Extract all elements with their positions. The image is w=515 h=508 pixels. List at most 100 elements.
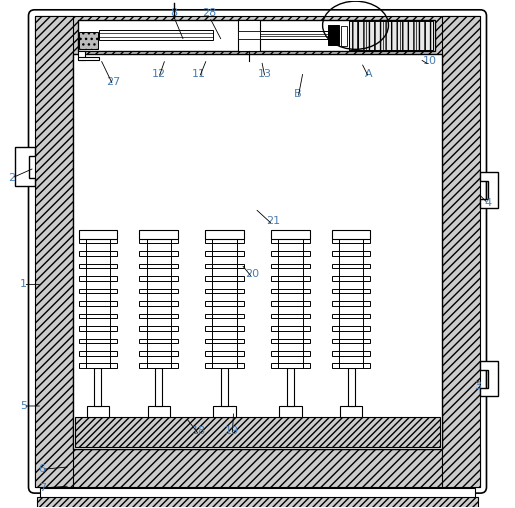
Polygon shape [480,173,498,208]
Bar [332,239,370,243]
Bar [79,363,117,368]
Bar [79,230,117,239]
Bar [271,239,310,243]
Bar [79,276,117,281]
FancyBboxPatch shape [28,10,487,493]
Bar [340,406,363,417]
Bar [79,326,117,331]
Bar [73,54,442,449]
Bar [79,289,117,293]
Bar [271,326,310,331]
Bar [205,239,244,243]
Text: 6: 6 [39,464,46,474]
Bar [79,313,117,318]
Text: 4: 4 [485,198,492,208]
Text: 20: 20 [245,269,260,279]
Bar [213,406,236,417]
Bar [99,30,213,41]
Bar [287,368,294,406]
Polygon shape [15,147,35,186]
Bar [271,363,310,368]
Bar [37,497,478,508]
Bar [205,313,244,318]
Bar [35,449,480,487]
Bar [205,363,244,368]
Bar [341,26,347,46]
Bar [271,289,310,293]
Bar [221,368,228,406]
Bar [140,313,178,318]
Bar [271,301,310,306]
Bar [332,338,370,343]
Bar [140,351,178,356]
Text: 12: 12 [151,69,166,79]
Bar [94,368,101,406]
Bar [238,20,260,51]
Bar [79,338,117,343]
Bar [35,16,73,487]
Text: 8: 8 [170,8,178,18]
Bar [78,57,99,60]
Bar [205,251,244,256]
Text: 19: 19 [225,426,239,436]
Bar [78,51,85,60]
Bar [332,351,370,356]
Bar [260,31,328,40]
Text: 2: 2 [8,173,15,183]
Bar [271,264,310,268]
Text: 11: 11 [192,69,206,79]
Bar [140,363,178,368]
Text: 5: 5 [20,401,27,411]
Bar [140,276,178,281]
Bar [205,326,244,331]
Bar [332,363,370,368]
Bar [79,33,98,49]
Bar [205,351,244,356]
Text: 18: 18 [192,426,207,436]
Bar [271,351,310,356]
Bar [332,301,370,306]
Bar [205,289,244,293]
Bar [79,239,117,243]
Text: 7: 7 [39,483,46,493]
Bar [75,417,440,447]
Bar [271,276,310,281]
Bar [205,301,244,306]
Bar [140,326,178,331]
Text: 27: 27 [106,77,120,87]
Bar [332,251,370,256]
Bar [332,289,370,293]
Text: 10: 10 [423,56,437,67]
Bar [332,230,370,239]
Bar [238,31,260,40]
Bar [348,368,355,406]
Text: 28: 28 [202,8,216,18]
Bar [155,368,162,406]
Bar [271,251,310,256]
Bar [79,251,117,256]
Text: 1: 1 [20,279,27,290]
Bar [140,230,178,239]
Bar [148,406,170,417]
Bar [140,264,178,268]
Bar [79,264,117,268]
Text: 3: 3 [474,380,482,391]
Polygon shape [480,361,498,396]
Bar [78,20,435,51]
Bar [271,313,310,318]
Bar [205,230,244,239]
Text: 21: 21 [266,216,280,226]
Bar [79,351,117,356]
Bar [87,406,109,417]
Bar [40,488,475,498]
Bar [271,230,310,239]
Bar [279,406,302,417]
Bar [332,313,370,318]
Bar [332,264,370,268]
Text: A: A [365,69,373,79]
Bar [140,301,178,306]
Bar [205,338,244,343]
Bar [328,25,339,45]
Bar [35,16,480,54]
Bar [140,338,178,343]
